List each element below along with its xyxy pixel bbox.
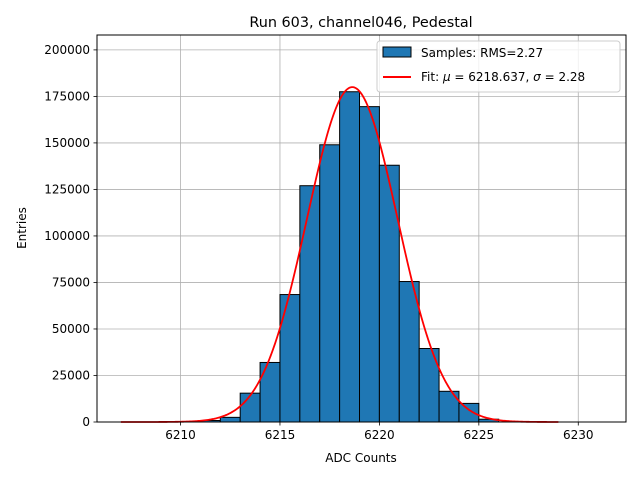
gaussian-fit-line [120,86,559,423]
y-tick-label: 200000 [44,43,90,57]
histogram-bar [239,392,261,423]
y-tick-label: 150000 [44,136,90,150]
y-tick-label: 25000 [52,368,90,382]
legend-histogram-swatch [382,46,412,58]
histogram-bar [359,106,380,423]
histogram-bar [398,281,420,423]
histogram-bar [219,416,241,423]
y-axis-label: Entries [15,207,29,249]
x-tick-label: 6225 [464,428,495,442]
chart-title: Run 603, channel046, Pedestal [249,15,472,31]
legend-mu-symbol: μ [442,70,451,84]
legend-box [376,40,621,93]
x-tick-label: 6220 [364,428,395,442]
histogram-bars [199,91,500,423]
histogram-bar [299,185,321,423]
y-tick-label: 125000 [44,182,90,196]
legend: Samples: RMS=2.27 Fit: μ = 6218.637, σ =… [376,40,621,93]
y-axis-ticks: 0 25000 50000 75000 100000 125000 150000 175000… [44,43,97,429]
y-tick-label: 75000 [52,275,90,289]
legend-sigma-symbol: σ [533,70,541,84]
histogram-bar [438,390,460,423]
fit-curve-layer [120,86,559,423]
histogram-bar [279,294,301,423]
y-tick-label: 100000 [44,229,90,243]
x-tick-label: 6210 [165,428,196,442]
x-axis-ticks: 6210 6215 6220 6225 6230 [165,422,594,442]
histogram-bar [378,164,400,423]
legend-fit-label: Fit: μ = 6218.637, σ = 2.28 [421,70,585,84]
legend-fit-label-part: = 2.28 [541,70,585,84]
y-tick-label: 175000 [44,89,90,103]
legend-fit-label-part: Fit: [421,70,443,84]
legend-fit-label-part: = 6218.637, [451,70,534,84]
y-tick-label: 0 [82,415,90,429]
histogram-bar [319,144,341,423]
x-axis-label: ADC Counts [325,451,397,465]
histogram-bar [339,91,361,423]
x-tick-label: 6215 [265,428,296,442]
x-tick-label: 6230 [563,428,594,442]
plot-frame [96,34,627,423]
y-tick-label: 50000 [52,322,90,336]
histogram-bar [458,402,480,423]
legend-histogram-label: Samples: RMS=2.27 [421,46,543,60]
histogram-bar [259,361,281,423]
